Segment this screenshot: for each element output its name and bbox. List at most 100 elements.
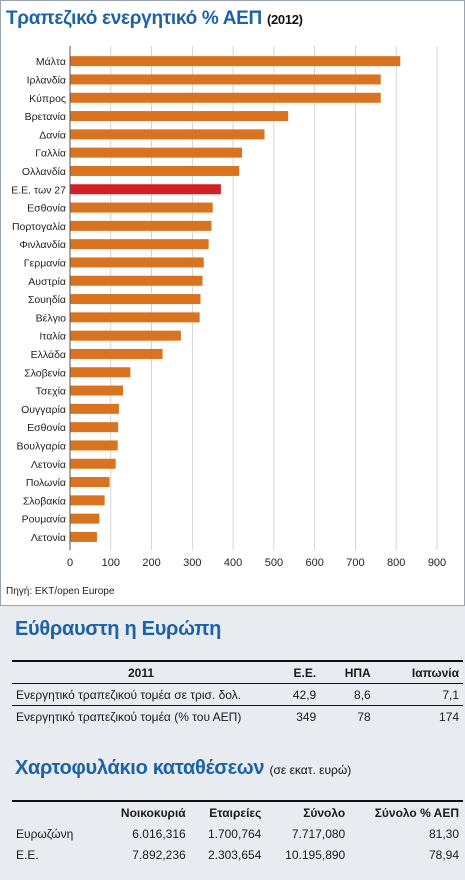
cell-value: 6.016,316 [132,826,186,841]
table-header-row: Νοικοκυριά Εταιρείες Σύνολο Σύνολο % ΑΕΠ [12,801,463,823]
row-label: Ενεργητικό τραπεζικού τομέα σε τρισ. δολ… [12,683,270,706]
category-label: Αυστρία [28,276,66,288]
category-label: Πορτογαλία [12,221,66,233]
row-label: Ε.Ε. [16,847,39,862]
x-tick-label: 700 [346,557,364,569]
cell-value: 10.195,890 [285,847,346,862]
category-label: Πολωνία [26,477,66,489]
category-label: Λετονία [31,459,66,471]
bar [70,184,221,195]
category-label: Ρουμανία [22,514,66,526]
cell-value: 78,94 [428,847,459,862]
header-cell: Ιαπωνία [411,665,459,680]
x-tick-label: 300 [183,557,201,569]
header-cell: 2011 [127,665,155,680]
category-label: Δανία [39,129,66,141]
cell-value: 78 [320,705,375,727]
bar [70,74,381,85]
category-label: Γαλλία [35,148,66,160]
x-tick-label: 200 [142,557,160,569]
chart-source: Πηγή: ΕΚΤ/open Europe [6,586,115,597]
category-label: Ουγγαρία [21,404,66,416]
row-label: Ενεργητικό τραπεζικού τομέα (% του ΑΕΠ) [12,705,270,727]
bar [70,477,110,488]
bar [70,440,118,451]
deposits-table: Νοικοκυριά Εταιρείες Σύνολο Σύνολο % ΑΕΠ… [12,800,463,865]
bar [70,312,200,323]
category-label: Σουηδία [28,294,66,306]
category-label: Ιταλία [39,331,66,343]
category-label: Ε.Ε. των 27 [11,184,66,196]
category-label: Λετονία [31,532,66,544]
bar [70,422,119,433]
bar [70,202,213,213]
bar [70,129,265,140]
bar [70,495,105,506]
table-row: Ενεργητικό τραπεζικού τομέα (% του ΑΕΠ) … [12,705,463,727]
category-label: Γερμανία [24,257,66,269]
cell-value: 7.717,080 [291,826,346,841]
bar [70,330,181,341]
header-cell: Σύνολο [303,805,346,820]
chart-title: Τραπεζικό ενεργητικό % ΑΕΠ (2012) [6,8,303,30]
table-row: Ε.Ε. 7.892,236 2.303,654 10.195,890 78,9… [12,844,463,865]
fragile-europe-table: 2011 Ε.Ε. ΗΠΑ Ιαπωνία Ενεργητικό τραπεζι… [12,660,463,727]
x-tick-label: 100 [102,557,120,569]
chart-title-year: (2012) [266,12,303,27]
category-label: Εσθονία [27,422,66,434]
category-label: Σλοβενία [24,367,66,379]
bar [70,56,401,67]
bar [70,458,116,469]
header-cell: ΗΠΑ [344,665,371,680]
category-label: Βουλγαρία [16,440,66,452]
category-label: Βέλγιο [36,312,67,324]
section2-unit: (σε εκατ. ευρώ) [269,763,352,777]
bar [70,531,97,542]
category-label: Κύπρος [29,93,66,105]
bar [70,367,131,378]
cell-value: 349 [270,705,321,727]
category-label: Σλοβακία [23,495,66,507]
cell-value: 7.892,236 [132,847,186,862]
category-label: Ιρλανδία [27,74,66,86]
category-label: Ελλάδα [31,349,66,361]
cell-value: 7,1 [374,683,463,706]
header-cell: Σύνολο % ΑΕΠ [374,805,459,820]
cell-value: 2.303,654 [207,847,262,862]
category-label: Μάλτα [36,56,66,68]
bar [70,385,124,396]
category-label: Ολλανδία [22,166,66,178]
category-label: Φινλανδία [19,239,66,251]
bar [70,513,100,524]
category-label: Βρετανία [25,111,66,123]
section1-title: Εύθραυστη η Ευρώπη [15,618,222,640]
x-tick-label: 500 [265,557,283,569]
x-tick-label: 400 [224,557,242,569]
bar [70,403,119,414]
bar [70,294,201,305]
cell-value: 1.700,764 [207,826,262,841]
header-cell [12,801,100,823]
header-cell: Νοικοκυριά [120,805,186,820]
bar-chart: 0 100 200 300 400 500 600 700 800 900 Μάλτα Ιρλανδί… [11,46,446,569]
cell-value: 8,6 [320,683,375,706]
x-tick-label: 800 [387,557,405,569]
category-label: Εσθονία [27,203,66,215]
cell-value: 174 [374,705,463,727]
bar [70,239,209,250]
chart-title-text: Τραπεζικό ενεργητικό % ΑΕΠ [6,8,262,29]
cell-value: 81,30 [428,826,459,841]
bar [70,257,204,268]
section2-title-text: Χαρτοφυλάκιο καταθέσεων [15,757,265,779]
row-label: Ευρωζώνη [16,826,74,841]
cell-value: 42,9 [270,683,321,706]
bar [70,111,289,122]
x-tick-label: 0 [67,557,73,569]
header-cell: Ε.Ε. [293,665,317,680]
bar [70,92,381,103]
table-row: Ενεργητικό τραπεζικού τομέα σε τρισ. δολ… [12,683,463,706]
bar [70,348,163,359]
table-row: Ευρωζώνη 6.016,316 1.700,764 7.717,080 8… [12,823,463,844]
header-cell: Εταιρείες [209,805,262,820]
bar [70,147,243,158]
